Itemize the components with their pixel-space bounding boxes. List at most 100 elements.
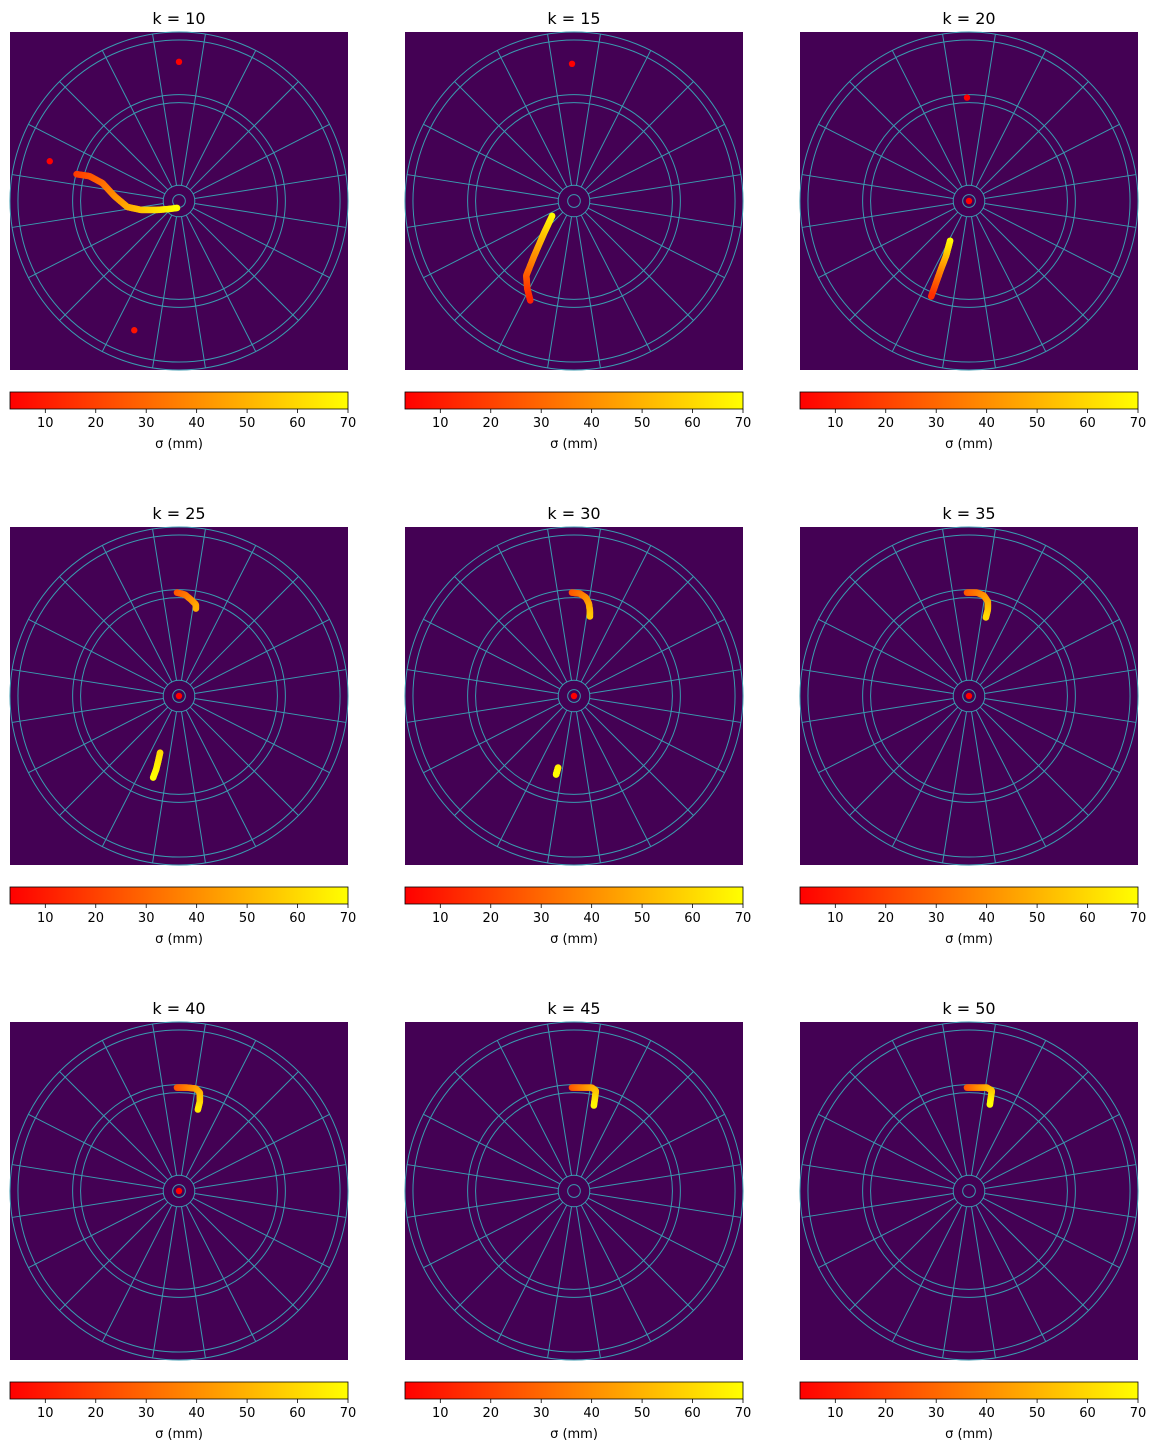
panel-title: k = 15 [547,9,600,28]
colorbar-label: σ (mm) [945,1427,993,1442]
panel-title: k = 20 [942,9,995,28]
colorbar-tick-label: 30 [138,1406,155,1421]
colorbar-tick-label: 20 [87,1406,104,1421]
panel-25: k = 2510 20 30 40 50 60 70σ (mm) [10,504,356,947]
optimum-point [47,158,53,164]
colorbar-tick-label: 70 [1130,416,1147,431]
colorbar-tick-label: 40 [978,911,995,926]
optimum-point [966,693,972,699]
colorbar-tick-label: 40 [583,416,600,431]
optimum-point [964,94,970,100]
optimum-point [176,693,182,699]
colorbar-tick-label: 20 [877,911,894,926]
colorbar-tick-label: 20 [877,416,894,431]
colorbar-tick-label: 10 [37,911,54,926]
colorbar-tick-label: 70 [735,1406,752,1421]
curve-point [987,1101,994,1108]
colorbar-tick-label: 10 [432,911,449,926]
panel-title: k = 50 [942,999,995,1018]
colorbar-label: σ (mm) [945,932,993,947]
colorbar-tick-label: 60 [684,416,701,431]
colorbar-tick-label: 40 [188,911,205,926]
panel-50: k = 50 10 20 30 40 50 60 70 σ (mm) [800,999,1146,1442]
colorbar-tick-label: 20 [482,416,499,431]
colorbar-label: σ (mm) [550,437,598,452]
panel-35: k = 3510 20 30 40 50 60 70σ (mm) [800,504,1146,947]
colorbar-tick-label: 40 [583,911,600,926]
colorbar-tick-label: 20 [482,911,499,926]
optimum-point [176,1188,182,1194]
colorbar-label: σ (mm) [945,437,993,452]
colorbar: 10 20 30 40 50 60 70 σ (mm) [10,392,356,452]
colorbar: 10 20 30 40 50 60 70 σ (mm) [405,392,751,452]
colorbar-tick-label: 70 [1130,911,1147,926]
colorbar-tick-label: 40 [978,1406,995,1421]
colorbar: 10 20 30 40 50 60 70 σ (mm) [800,392,1146,452]
colorbar-tick-label: 10 [37,1406,54,1421]
colorbar: 10 20 30 40 50 60 70 σ (mm) [800,1382,1146,1442]
colorbar-label: σ (mm) [550,932,598,947]
curve-point [150,774,157,781]
curve-point [553,771,560,778]
colorbar-tick-label: 60 [684,911,701,926]
colorbar-tick-label: 10 [827,911,844,926]
colorbar-tick-label: 10 [37,416,54,431]
colorbar-tick-label: 20 [877,1406,894,1421]
colorbar-tick-label: 50 [1029,1406,1046,1421]
colorbar-tick-label: 30 [533,911,550,926]
colorbar-tick-label: 30 [533,416,550,431]
colorbar-gradient [10,887,348,904]
optimum-point [569,61,575,67]
colorbar-label: σ (mm) [155,1427,203,1442]
optimum-point [571,693,577,699]
colorbar-tick-label: 20 [482,1406,499,1421]
panel-title: k = 30 [547,504,600,523]
curve-point [193,605,200,612]
colorbar-gradient [405,887,743,904]
colorbar-tick-label: 40 [583,1406,600,1421]
colorbar-gradient [800,392,1138,409]
colorbar: 10 20 30 40 50 60 70 σ (mm) [10,1382,356,1442]
optimum-point [176,59,182,65]
colorbar-tick-label: 10 [827,416,844,431]
panel-30: k = 3010 20 30 40 50 60 70σ (mm) [405,504,751,947]
colorbar: 10 20 30 40 50 60 70 σ (mm) [405,1382,751,1442]
colorbar-tick-label: 10 [432,1406,449,1421]
colorbar-tick-label: 50 [634,1406,651,1421]
colorbar-tick-label: 60 [1079,911,1096,926]
colorbar-tick-label: 70 [340,911,357,926]
panel-15: k = 1510 20 30 40 50 60 70σ (mm) [405,9,751,452]
panel-40: k = 4010 20 30 40 50 60 70σ (mm) [10,999,356,1442]
panel-45: k = 4510 20 30 40 50 60 70σ (mm) [405,999,751,1442]
colorbar-tick-label: 70 [340,1406,357,1421]
curve-point [527,297,534,304]
colorbar-tick-label: 40 [978,416,995,431]
curve-point [591,1102,598,1109]
colorbar-tick-label: 50 [634,416,651,431]
colorbar-tick-label: 50 [239,911,256,926]
colorbar-tick-label: 70 [735,416,752,431]
panel-title: k = 40 [152,999,205,1018]
colorbar-tick-label: 20 [87,911,104,926]
colorbar-tick-label: 50 [239,416,256,431]
colorbar-tick-label: 60 [1079,416,1096,431]
colorbar-tick-label: 60 [1079,1406,1096,1421]
colorbar-label: σ (mm) [155,932,203,947]
colorbar-tick-label: 30 [928,911,945,926]
colorbar: 10 20 30 40 50 60 70 σ (mm) [405,887,751,947]
curve-point [174,205,181,212]
panel-title: k = 45 [547,999,600,1018]
colorbar-tick-label: 20 [87,416,104,431]
colorbar-gradient [10,392,348,409]
colorbar-tick-label: 40 [188,1406,205,1421]
colorbar: 10 20 30 40 50 60 70 σ (mm) [10,887,356,947]
panel-title: k = 10 [152,9,205,28]
panel-title: k = 35 [942,504,995,523]
curve-point [587,613,594,620]
panel-title: k = 25 [152,504,205,523]
colorbar-gradient [405,1382,743,1399]
optimum-point [131,327,137,333]
optimum-point [966,198,972,204]
colorbar-gradient [405,392,743,409]
colorbar-tick-label: 60 [289,911,306,926]
